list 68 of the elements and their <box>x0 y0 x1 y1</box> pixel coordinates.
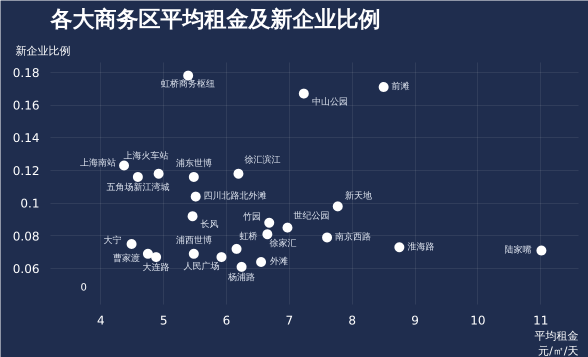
point <box>216 252 226 262</box>
annotation: 徐家汇 <box>269 238 296 250</box>
annotation: 上海南站 <box>80 158 116 169</box>
annotation: 大宁 <box>104 235 122 246</box>
annotation: 竹园 <box>243 212 262 223</box>
y-tick-label: 0.18 <box>12 66 40 80</box>
x-tick-label: 10 <box>470 314 486 328</box>
annotation: 人民广场 <box>183 261 220 272</box>
point <box>188 248 199 259</box>
annotation: 陆家嘴 <box>504 244 532 256</box>
annotation: 新天地 <box>344 190 372 202</box>
y-tick-label: 0.06 <box>12 262 40 276</box>
point <box>190 192 201 202</box>
chart-title: 各大商务区平均租金及新企业比例 <box>50 6 380 32</box>
annotation: 曹家渡 <box>112 252 140 264</box>
annotation: 南京西路 <box>335 231 372 242</box>
x-tick-label: 5 <box>160 314 168 328</box>
point <box>142 248 153 259</box>
point <box>154 168 164 179</box>
point <box>332 201 343 212</box>
x-axis-title: 平均租金元/㎡/天 <box>534 330 579 357</box>
x-tick-label: 7 <box>286 314 294 328</box>
annotation: 四川北路北外滩 <box>204 190 267 202</box>
annotation: 上海火车站 <box>124 150 169 162</box>
annotation: 前滩 <box>392 81 410 92</box>
point <box>188 211 198 222</box>
y-tick-label: 0.16 <box>12 98 40 113</box>
x-tick-label: 6 <box>222 314 230 328</box>
point <box>236 262 247 272</box>
annotation: 杨浦路 <box>227 272 256 283</box>
point <box>188 172 199 182</box>
point <box>262 229 272 240</box>
annotation: 中山公园 <box>312 96 348 108</box>
point <box>232 244 242 254</box>
x-tick-label: 11 <box>533 314 548 328</box>
annotation: 外滩 <box>270 256 288 267</box>
y-tick-label: 0.08 <box>12 229 40 244</box>
point <box>282 222 292 233</box>
annotation: 世纪公园 <box>293 210 330 222</box>
annotation: 虹桥 <box>240 230 258 242</box>
annotation: 虹桥商务枢纽 <box>161 78 216 90</box>
annotation: 0 <box>80 282 87 294</box>
point <box>119 160 130 171</box>
point <box>378 82 389 92</box>
y-axis-title: 新企业比例 <box>16 44 70 58</box>
annotation: 徐汇滨江 <box>244 154 280 166</box>
annotation: 长风 <box>200 219 219 230</box>
y-tick-label: 0.14 <box>12 131 40 146</box>
x-tick-label: 9 <box>411 314 419 328</box>
point <box>256 256 266 267</box>
point <box>151 252 162 262</box>
point <box>264 218 274 228</box>
point <box>126 239 137 249</box>
annotation: 浦东世博 <box>176 158 212 169</box>
point <box>322 232 332 242</box>
x-tick-label: 4 <box>96 314 105 328</box>
annotation: 五角场新江湾城 <box>106 182 170 193</box>
y-tick-label: 0.12 <box>12 164 40 178</box>
annotation: 淮海路 <box>407 241 434 252</box>
point <box>536 246 546 256</box>
point <box>132 172 143 182</box>
x-tick-label: 8 <box>348 314 356 328</box>
point <box>394 242 404 252</box>
y-tick-label: 0.1 <box>20 196 40 211</box>
annotation: 浦西世博 <box>176 234 212 246</box>
annotation: 大连路 <box>142 262 170 274</box>
point <box>298 88 309 99</box>
point <box>233 168 244 179</box>
